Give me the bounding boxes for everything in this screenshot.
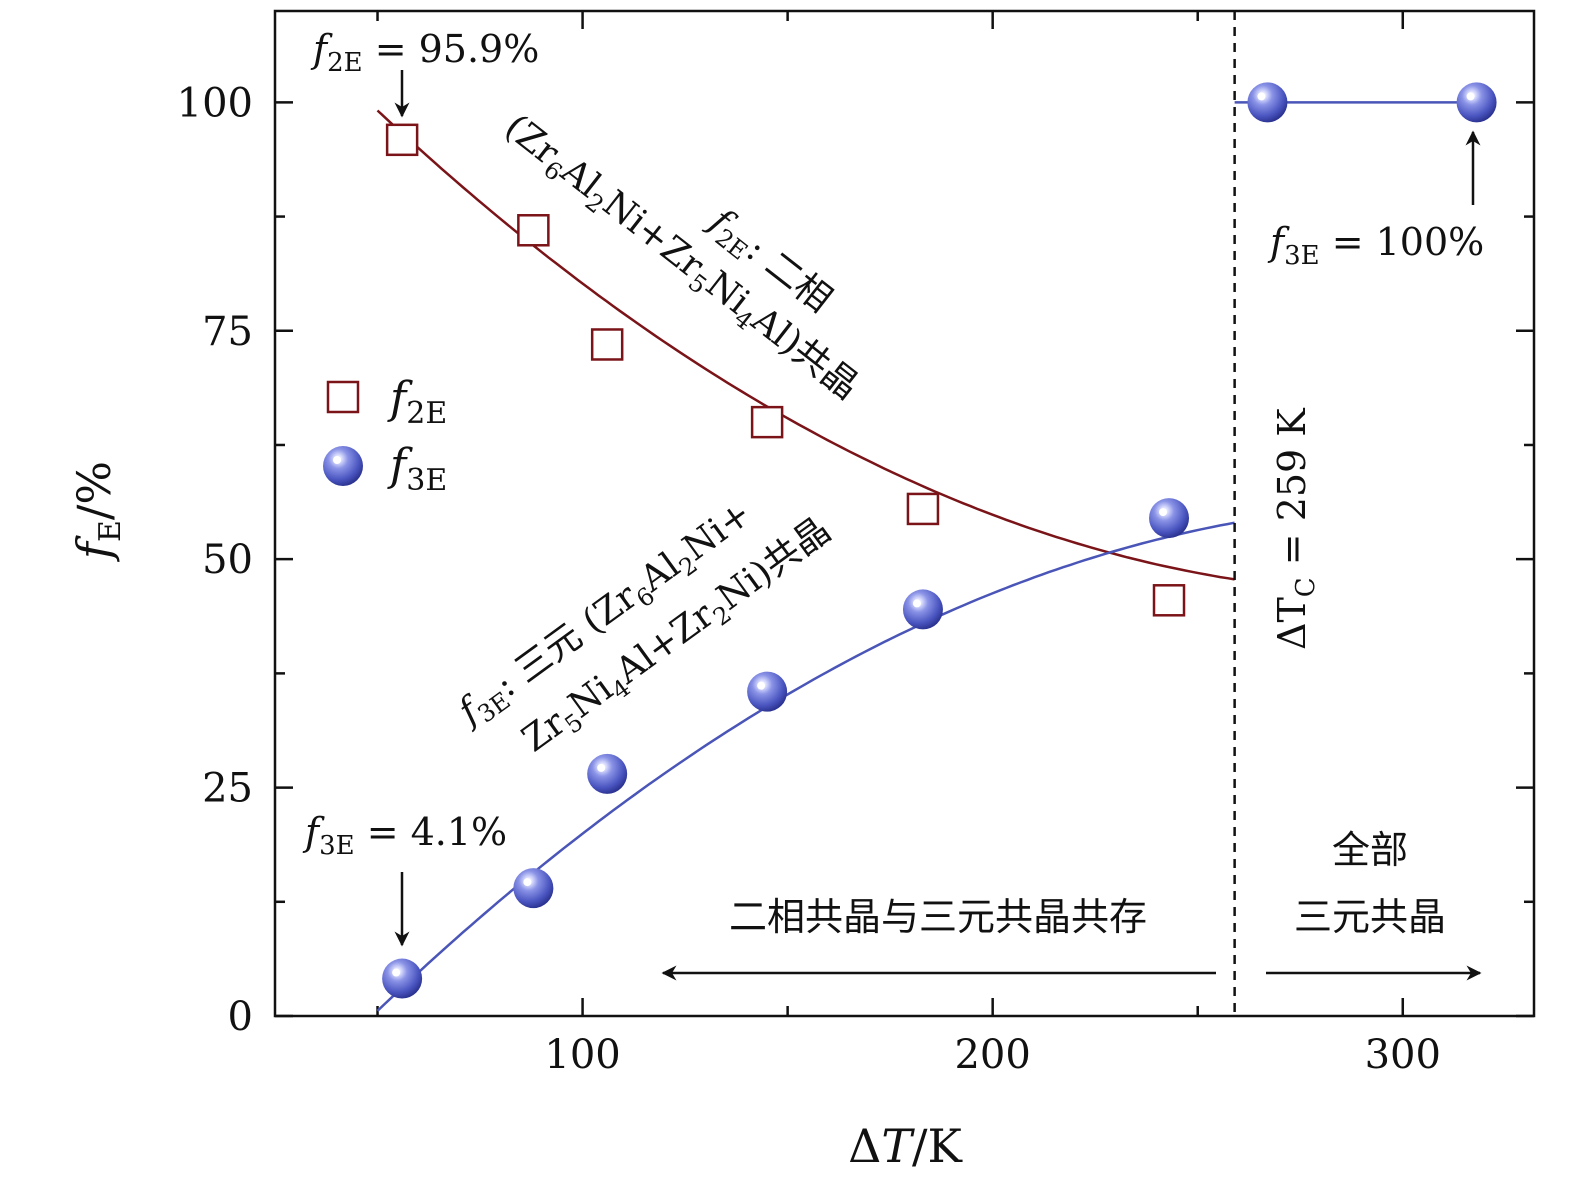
data-point-highlight-f3E — [597, 763, 606, 772]
data-point-f2E — [517, 214, 550, 247]
annotation-f2e-start: f2E = 95.9% — [310, 27, 539, 78]
x-tick-label: 300 — [1365, 1032, 1441, 1078]
data-point-f3E — [1456, 82, 1497, 123]
data-point-highlight-f3E — [912, 599, 921, 608]
region-label-all-ternary-2: 三元共晶 — [1294, 895, 1446, 939]
data-point-f2E — [906, 492, 940, 526]
data-point-highlight-f3E — [1257, 92, 1266, 101]
data-point-f2E — [590, 328, 624, 361]
region-label-coexist: 二相共晶与三元共晶共存 — [729, 895, 1147, 939]
annotation-f2e-description: f2E: 二相 (Zr6Al2Ni+Zr5Ni4Al)共晶 — [497, 106, 867, 407]
data-point-highlight-f3E — [757, 681, 766, 690]
y-tick-label: 0 — [228, 994, 253, 1040]
data-point-f3E — [902, 589, 943, 630]
y-tick-label: 50 — [202, 537, 253, 583]
legend-label-f2e: f2E — [387, 373, 447, 431]
x-tick-label: 100 — [544, 1032, 620, 1078]
data-point-f3E — [1149, 498, 1190, 539]
data-point-highlight-f3E — [1466, 92, 1475, 101]
y-tick-label: 100 — [177, 80, 253, 126]
data-point-f3E — [382, 958, 423, 999]
legend-marker-f3e — [323, 446, 363, 486]
legend-label-f3e: f3E — [387, 440, 447, 498]
annotation-delta-tc: ΔTC = 259 K — [1270, 408, 1321, 650]
y-tick-label: 25 — [202, 766, 253, 812]
data-point-f3E — [1247, 82, 1288, 123]
plot-frame — [273, 9, 1536, 1018]
annotation-f3e-description: f3E: 三元 (Zr6Al2Ni+ Zr5Ni4Al+Zr2Ni)共晶 — [449, 493, 838, 760]
x-tick-label: 200 — [954, 1032, 1030, 1078]
data-point-f2E — [385, 123, 419, 157]
data-point-highlight-f3E — [523, 878, 532, 887]
data-point-f2E — [1152, 584, 1186, 617]
data-point-highlight-f3E — [392, 968, 401, 977]
data-point-f3E — [587, 753, 628, 794]
data-point-f2E — [750, 405, 784, 439]
data-point-f3E — [513, 868, 554, 909]
data-point-highlight-f3E — [1159, 508, 1168, 517]
legend-marker-f2e — [326, 380, 360, 414]
y-axis-label: fE/% — [67, 461, 128, 562]
legend-marker-f3e-highlight — [333, 456, 341, 464]
data-point-f3E — [747, 671, 788, 712]
data-markers — [382, 82, 1497, 999]
axis-tick-labels: 100 200 300 0 25 50 75 100 — [177, 80, 1441, 1078]
region-label-all-ternary-1: 全部 — [1332, 828, 1408, 872]
x-axis-label: ΔT/K — [848, 1119, 963, 1173]
annotation-f3e-end: f3E = 100% — [1267, 220, 1484, 271]
annotation-f3e-start: f3E = 4.1% — [302, 810, 507, 861]
axis-ticks — [275, 11, 1534, 1018]
legend: f2E f3E — [323, 373, 447, 498]
y-tick-label: 75 — [202, 309, 253, 355]
